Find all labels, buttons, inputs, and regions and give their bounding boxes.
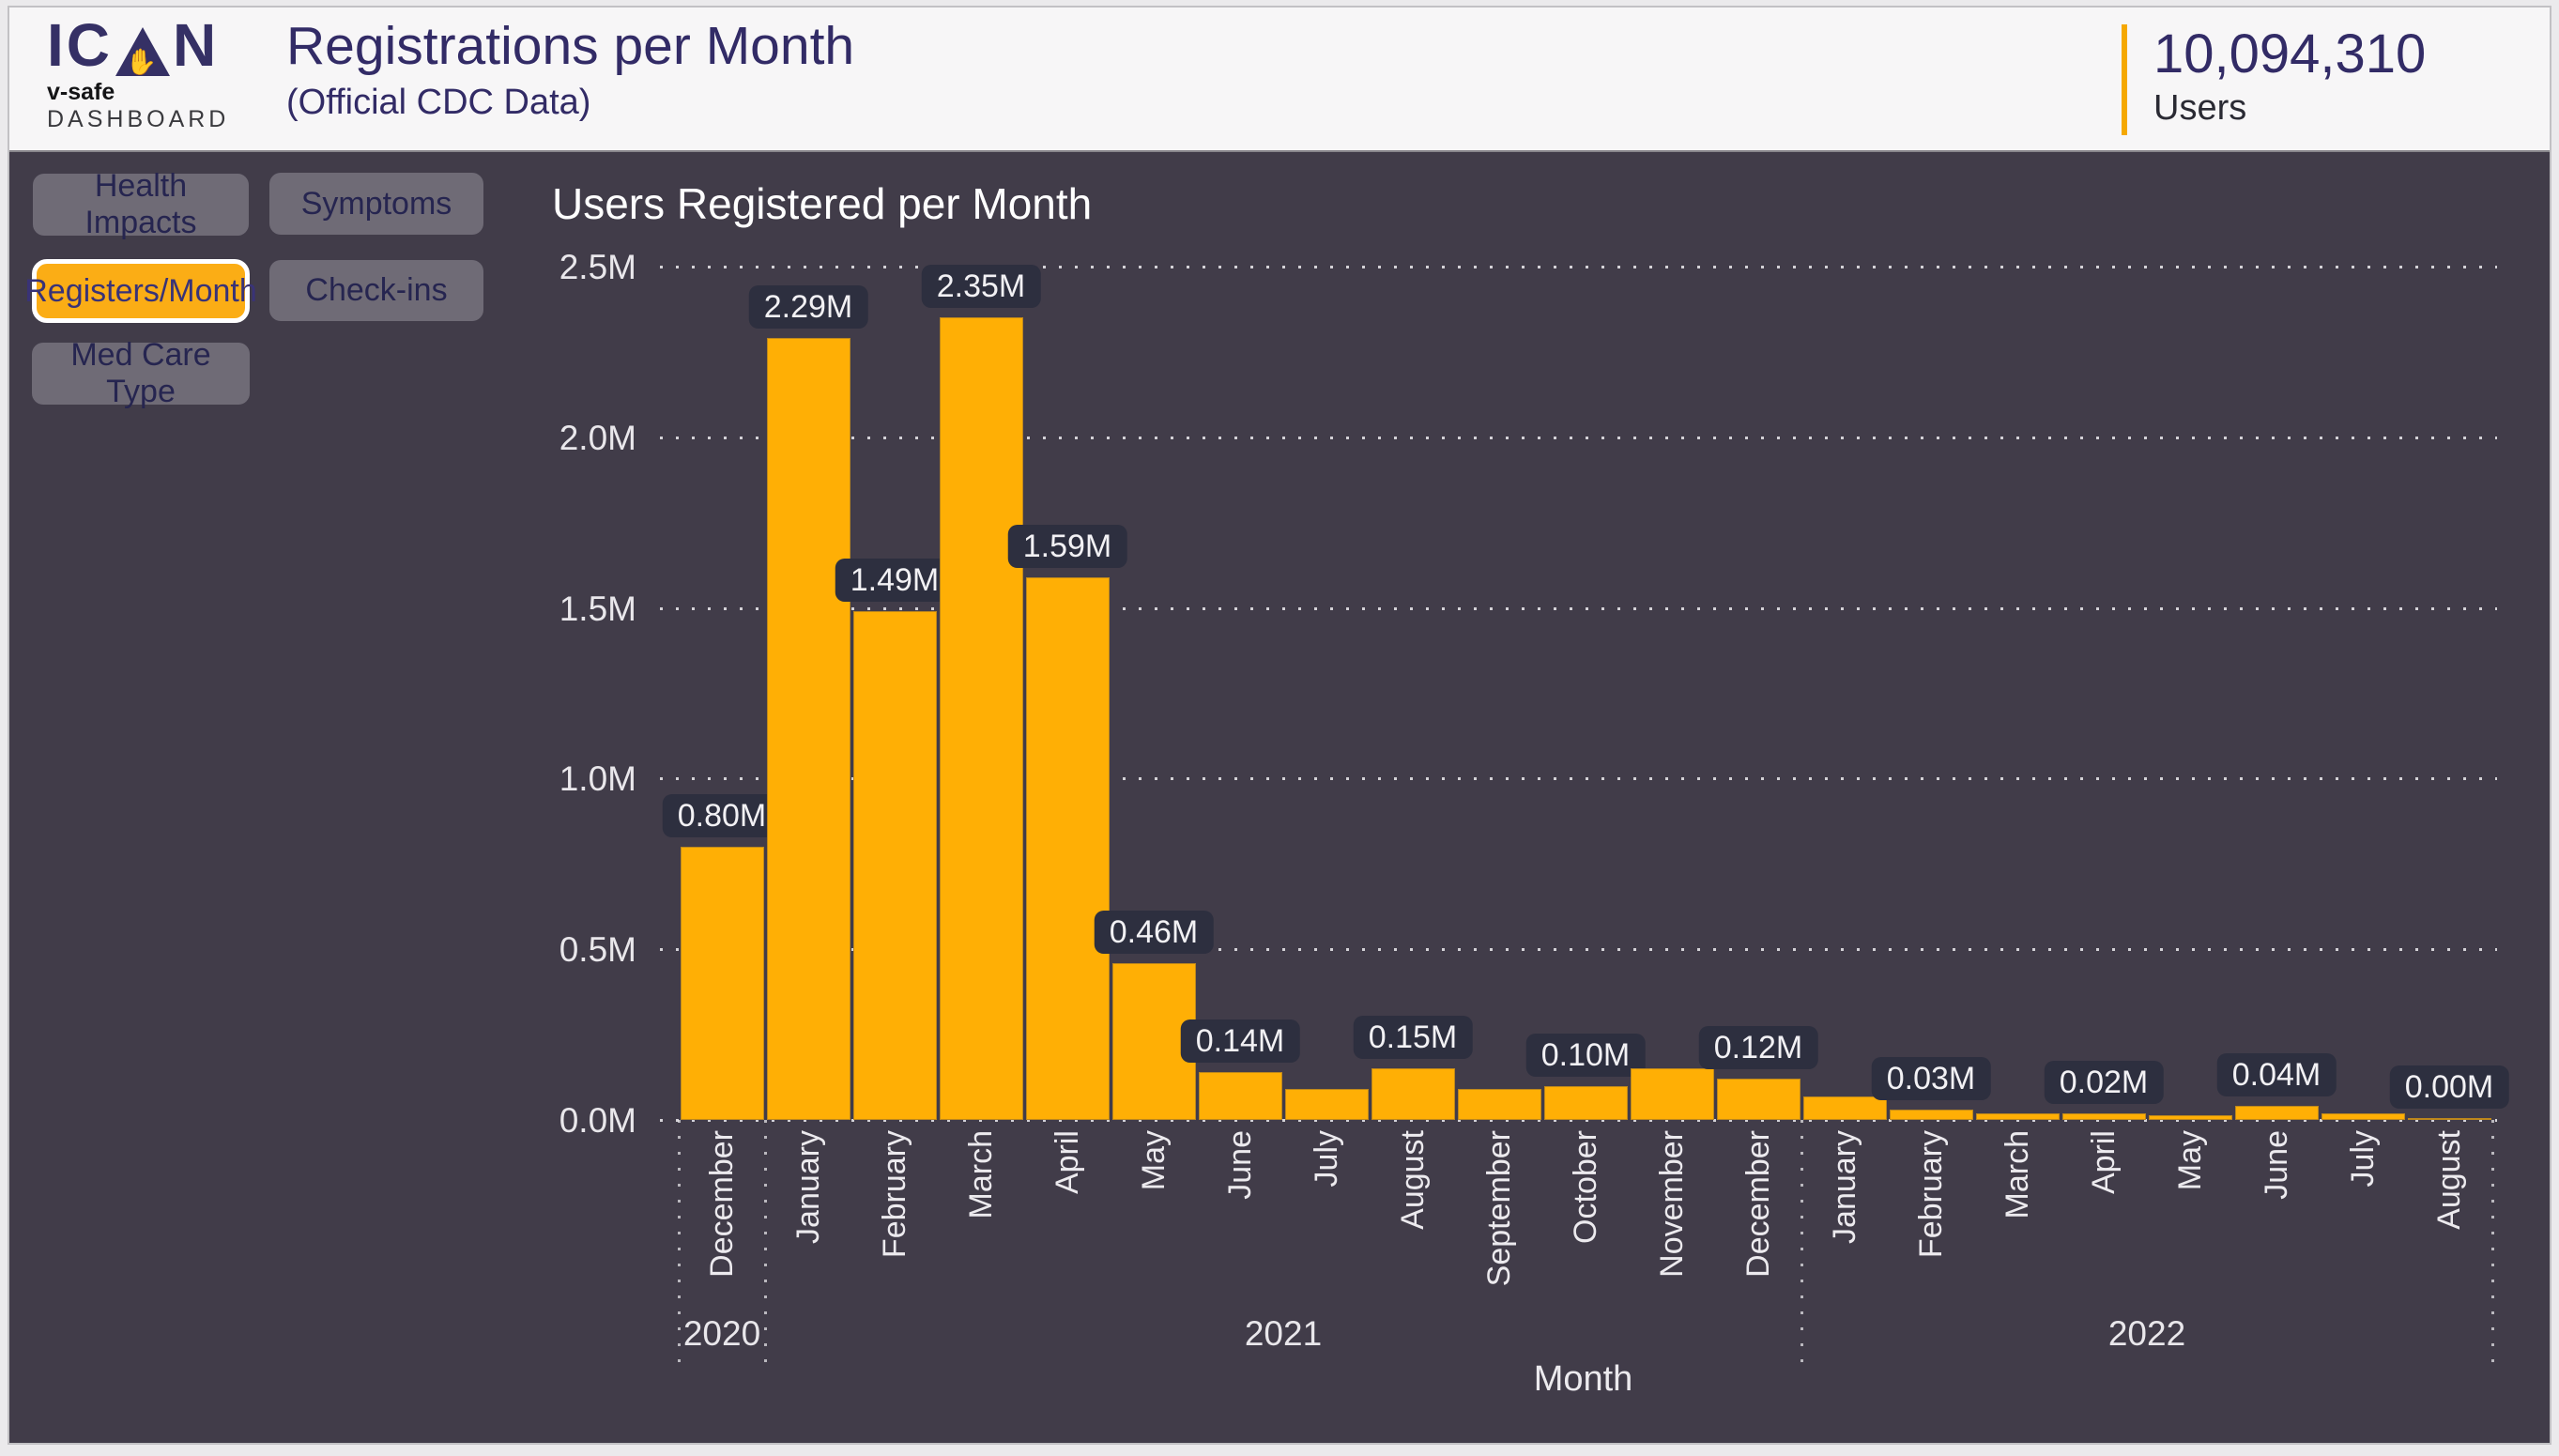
registrations-bar-chart: Users Registered per Month 0.0M 0.5M 1.0M 1… bbox=[9, 8, 2550, 1443]
bar-december[interactable] bbox=[681, 847, 764, 1120]
chart-title: Users Registered per Month bbox=[552, 179, 1093, 228]
bar-may[interactable] bbox=[2149, 1115, 2232, 1120]
bar-value-label: 2.29M bbox=[748, 285, 868, 329]
bar-value-label: 0.15M bbox=[1353, 1016, 1473, 1059]
bar-value-label: 0.14M bbox=[1180, 1019, 1300, 1063]
logo-tagline-bold: v-safe bbox=[47, 79, 115, 105]
year-separator-line bbox=[2491, 1120, 2494, 1371]
bar-value-label: 0.03M bbox=[1871, 1057, 1991, 1100]
x-axis-month-label: August bbox=[2431, 1130, 2467, 1230]
bar-value-label: 1.59M bbox=[1007, 525, 1127, 568]
x-axis-month-label: May bbox=[1136, 1130, 1172, 1191]
ican-logo: IC ✋ N v-safe DASHBOARD bbox=[47, 15, 263, 133]
x-axis-month-label: January bbox=[790, 1130, 826, 1244]
x-axis-month-label: August bbox=[1395, 1130, 1431, 1230]
bar-november[interactable] bbox=[1631, 1068, 1714, 1120]
bar-march[interactable] bbox=[940, 317, 1023, 1120]
logo-tagline-rest: DASHBOARD bbox=[47, 106, 230, 132]
total-users-stat: 10,094,310 Users bbox=[2122, 24, 2426, 135]
page-subtitle: (Official CDC Data) bbox=[286, 83, 591, 122]
x-axis-month-label: September bbox=[1481, 1130, 1517, 1287]
bar-august[interactable] bbox=[1371, 1068, 1455, 1120]
x-axis-month-label: July bbox=[1309, 1130, 1344, 1188]
bar-value-label: 0.04M bbox=[2216, 1053, 2337, 1096]
y-gridline bbox=[660, 266, 2497, 268]
year-label: 2021 bbox=[1244, 1314, 1323, 1353]
logo-text-start: IC bbox=[47, 11, 113, 79]
y-gridline bbox=[660, 607, 2497, 610]
x-axis-month-label: March bbox=[963, 1130, 999, 1219]
x-axis-month-label: January bbox=[1827, 1130, 1862, 1244]
year-separator-line bbox=[1800, 1120, 1803, 1371]
x-axis-month-label: March bbox=[2000, 1130, 2035, 1219]
header-titles: Registrations per Month (Official CDC Da… bbox=[286, 17, 854, 123]
bar-value-label: 0.46M bbox=[1094, 911, 1214, 954]
bar-value-label: 1.49M bbox=[835, 559, 955, 602]
total-users-label: Users bbox=[2153, 88, 2247, 128]
bar-value-label: 0.02M bbox=[2044, 1061, 2164, 1104]
x-axis-title: Month bbox=[1533, 1359, 1633, 1399]
bar-january[interactable] bbox=[1803, 1096, 1887, 1120]
nav-button-check-ins[interactable]: Check-ins bbox=[269, 260, 483, 321]
bar-june[interactable] bbox=[2235, 1106, 2319, 1120]
y-axis-tick-label: 2.5M bbox=[559, 248, 636, 286]
bar-march[interactable] bbox=[1976, 1113, 2060, 1120]
bar-value-label: 0.00M bbox=[2389, 1065, 2509, 1109]
x-axis-month-label: April bbox=[1050, 1130, 1085, 1195]
bar-value-label: 0.10M bbox=[1525, 1034, 1646, 1077]
bar-april[interactable] bbox=[2062, 1113, 2146, 1120]
nav-button-registers-month[interactable]: Registers/Month bbox=[24, 259, 257, 323]
x-axis-month-label: December bbox=[1740, 1130, 1776, 1278]
y-gridline bbox=[660, 948, 2497, 951]
x-axis-month-label: February bbox=[877, 1130, 912, 1259]
year-label: 2022 bbox=[2107, 1314, 2186, 1353]
bar-july[interactable] bbox=[2321, 1113, 2405, 1120]
x-axis-month-label: May bbox=[2172, 1130, 2208, 1191]
logo-text-end: N bbox=[173, 11, 220, 79]
y-axis-tick-label: 2.0M bbox=[559, 419, 636, 457]
bar-value-label: 0.12M bbox=[1698, 1026, 1818, 1069]
bar-december[interactable] bbox=[1717, 1079, 1800, 1120]
nav-button-med-care-type[interactable]: Med Care Type bbox=[32, 337, 250, 409]
bar-september[interactable] bbox=[1458, 1089, 1541, 1120]
bar-february[interactable] bbox=[853, 611, 937, 1120]
logo-tagline: v-safe DASHBOARD bbox=[47, 79, 263, 133]
bar-february[interactable] bbox=[1890, 1110, 1973, 1120]
y-gridline bbox=[660, 437, 2497, 439]
x-axis-month-label: June bbox=[1222, 1130, 1258, 1200]
y-axis-tick-label: 0.5M bbox=[559, 930, 636, 969]
bar-value-label: 0.80M bbox=[662, 794, 782, 837]
nav-button-symptoms[interactable]: Symptoms bbox=[269, 173, 483, 235]
x-axis-month-label: June bbox=[2259, 1130, 2294, 1200]
y-gridline bbox=[660, 777, 2497, 780]
bar-april[interactable] bbox=[1026, 577, 1110, 1120]
y-axis-tick-label: 0.0M bbox=[559, 1101, 636, 1140]
bar-july[interactable] bbox=[1285, 1089, 1369, 1120]
y-axis-tick-label: 1.0M bbox=[559, 759, 636, 798]
x-axis-month-label: July bbox=[2345, 1130, 2381, 1188]
bar-october[interactable] bbox=[1544, 1086, 1628, 1120]
x-axis-month-label: April bbox=[2086, 1130, 2122, 1195]
nav-button-health-impacts[interactable]: Health Impacts bbox=[33, 168, 249, 240]
year-label: 2020 bbox=[682, 1314, 761, 1353]
x-axis-month-label: February bbox=[1913, 1130, 1949, 1259]
page-title: Registrations per Month bbox=[286, 16, 855, 76]
year-separator-line bbox=[678, 1120, 681, 1371]
ican-logo-wordmark: IC ✋ N bbox=[47, 11, 263, 79]
total-users-value: 10,094,310 bbox=[2153, 23, 2427, 84]
header-bar: IC ✋ N v-safe DASHBOARD Registrations per … bbox=[9, 8, 2550, 152]
bar-august[interactable] bbox=[2408, 1118, 2491, 1120]
dashboard-app: IC ✋ N v-safe DASHBOARD Registrations per … bbox=[8, 6, 2551, 1445]
bar-january[interactable] bbox=[767, 338, 850, 1120]
x-axis-month-label: November bbox=[1654, 1130, 1690, 1278]
bar-value-label: 2.35M bbox=[921, 265, 1041, 308]
y-gridline bbox=[660, 1119, 2497, 1122]
year-separator-line bbox=[764, 1120, 767, 1371]
x-axis-month-label: October bbox=[1568, 1130, 1603, 1244]
x-axis-month-label: December bbox=[704, 1130, 740, 1278]
y-axis-tick-label: 1.5M bbox=[559, 590, 636, 628]
bar-june[interactable] bbox=[1199, 1072, 1282, 1120]
